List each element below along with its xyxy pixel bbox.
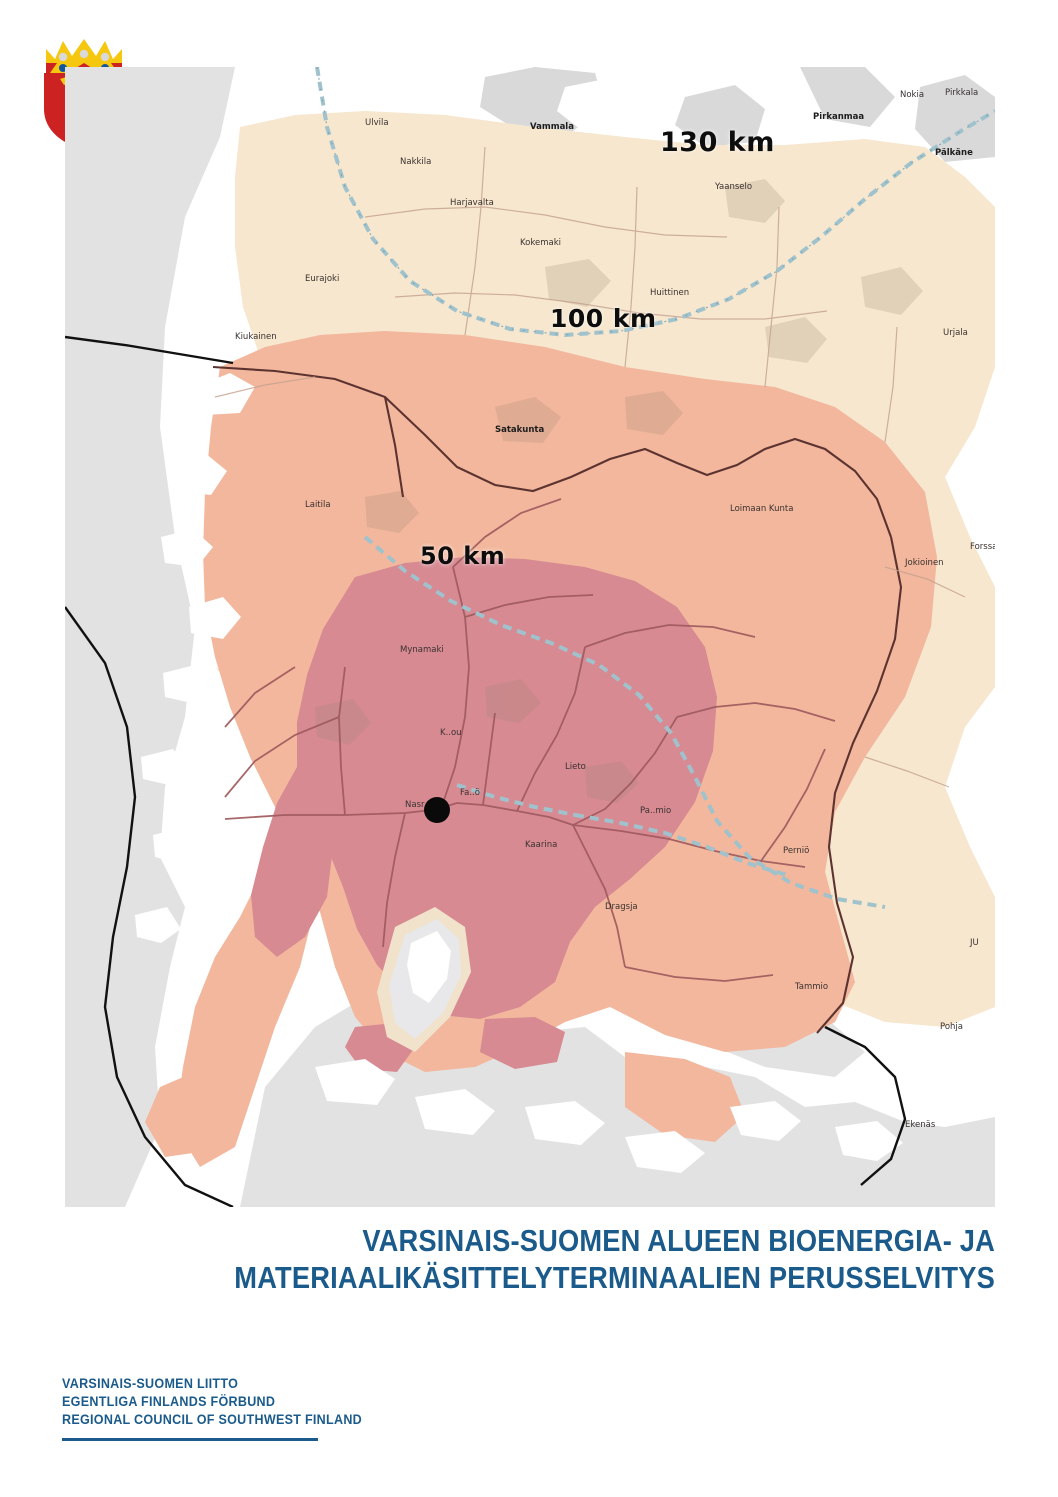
svg-text:Harjavalta: Harjavalta	[450, 198, 494, 208]
svg-text:JU: JU	[969, 938, 979, 948]
svg-text:Pälkäne: Pälkäne	[935, 148, 973, 158]
road-network-minor	[214, 146, 966, 788]
terrain-texture	[315, 179, 923, 803]
administrative-boundary	[65, 335, 907, 1207]
svg-text:Eurajoki: Eurajoki	[305, 274, 339, 284]
svg-text:Pirkkala: Pirkkala	[945, 88, 978, 98]
svg-text:Pohja: Pohja	[940, 1022, 963, 1032]
svg-text:Fa..ö: Fa..ö	[460, 788, 480, 798]
svg-text:Tammio: Tammio	[794, 982, 828, 992]
svg-text:Vammala: Vammala	[530, 122, 574, 132]
svg-text:Kiukainen: Kiukainen	[235, 332, 277, 342]
distance-zone-map[interactable]: Ulvila Nakkila Harjavalta Eurajoki Kiuka…	[65, 67, 995, 1207]
svg-text:Mynamaki: Mynamaki	[400, 645, 444, 655]
inland-lake	[377, 907, 471, 1052]
page-title: VARSINAIS-SUOMEN ALUEEN BIOENERGIA- JA M…	[177, 1222, 995, 1296]
svg-text:Nakkila: Nakkila	[400, 157, 431, 167]
place-labels: Ulvila Nakkila Harjavalta Eurajoki Kiuka…	[235, 88, 995, 1130]
zone-label-100km: 100 km	[550, 304, 657, 333]
zone-label-50km: 50 km	[420, 542, 506, 570]
svg-text:Urjala: Urjala	[943, 328, 968, 338]
svg-text:Yaanselo: Yaanselo	[714, 182, 752, 192]
org-name-sv: EGENTLIGA FINLANDS FÖRBUND	[62, 1394, 276, 1409]
svg-text:Perniö: Perniö	[783, 846, 809, 856]
svg-text:Ekenäs: Ekenäs	[905, 1120, 936, 1130]
svg-text:Loimaan Kunta: Loimaan Kunta	[730, 504, 793, 514]
svg-text:Ulvila: Ulvila	[365, 118, 389, 128]
railway-line	[315, 67, 995, 909]
page-title-line-2: MATERIAALIKÄSITTELYTERMINAALIEN PERUSSEL…	[234, 1260, 995, 1295]
org-name-en: REGIONAL COUNCIL OF SOUTHWEST FINLAND	[62, 1412, 363, 1427]
svg-text:Nasr: Nasr	[405, 800, 425, 810]
svg-text:Satakunta: Satakunta	[495, 425, 544, 435]
svg-text:Kokemaki: Kokemaki	[520, 238, 561, 248]
page-title-line-1: VARSINAIS-SUOMEN ALUEEN BIOENERGIA- JA	[362, 1223, 995, 1258]
svg-text:Lieto: Lieto	[565, 762, 586, 772]
map-canvas[interactable]: Ulvila Nakkila Harjavalta Eurajoki Kiuka…	[65, 67, 995, 1207]
svg-text:Dragsja: Dragsja	[605, 902, 638, 912]
svg-text:Pa..mio: Pa..mio	[640, 806, 671, 816]
svg-text:Kaarina: Kaarina	[525, 840, 557, 850]
islands	[135, 75, 983, 1173]
svg-text:Nokia: Nokia	[900, 90, 924, 100]
regional-border	[212, 365, 903, 1034]
organisation-footer: VARSINAIS-SUOMEN LIITTO EGENTLIGA FINLAN…	[62, 1375, 462, 1441]
svg-text:Huittinen: Huittinen	[650, 288, 689, 298]
org-name-fi: VARSINAIS-SUOMEN LIITTO	[62, 1376, 239, 1391]
footer-divider	[62, 1438, 318, 1441]
terminal-site-marker[interactable]	[424, 797, 450, 823]
svg-text:Jokioinen: Jokioinen	[904, 558, 944, 568]
svg-text:K..ou: K..ou	[440, 728, 462, 738]
svg-text:Forssa: Forssa	[970, 542, 995, 552]
svg-text:Pirkanmaa: Pirkanmaa	[813, 112, 864, 122]
zone-label-130km: 130 km	[660, 127, 775, 158]
svg-text:Laitila: Laitila	[305, 500, 331, 510]
